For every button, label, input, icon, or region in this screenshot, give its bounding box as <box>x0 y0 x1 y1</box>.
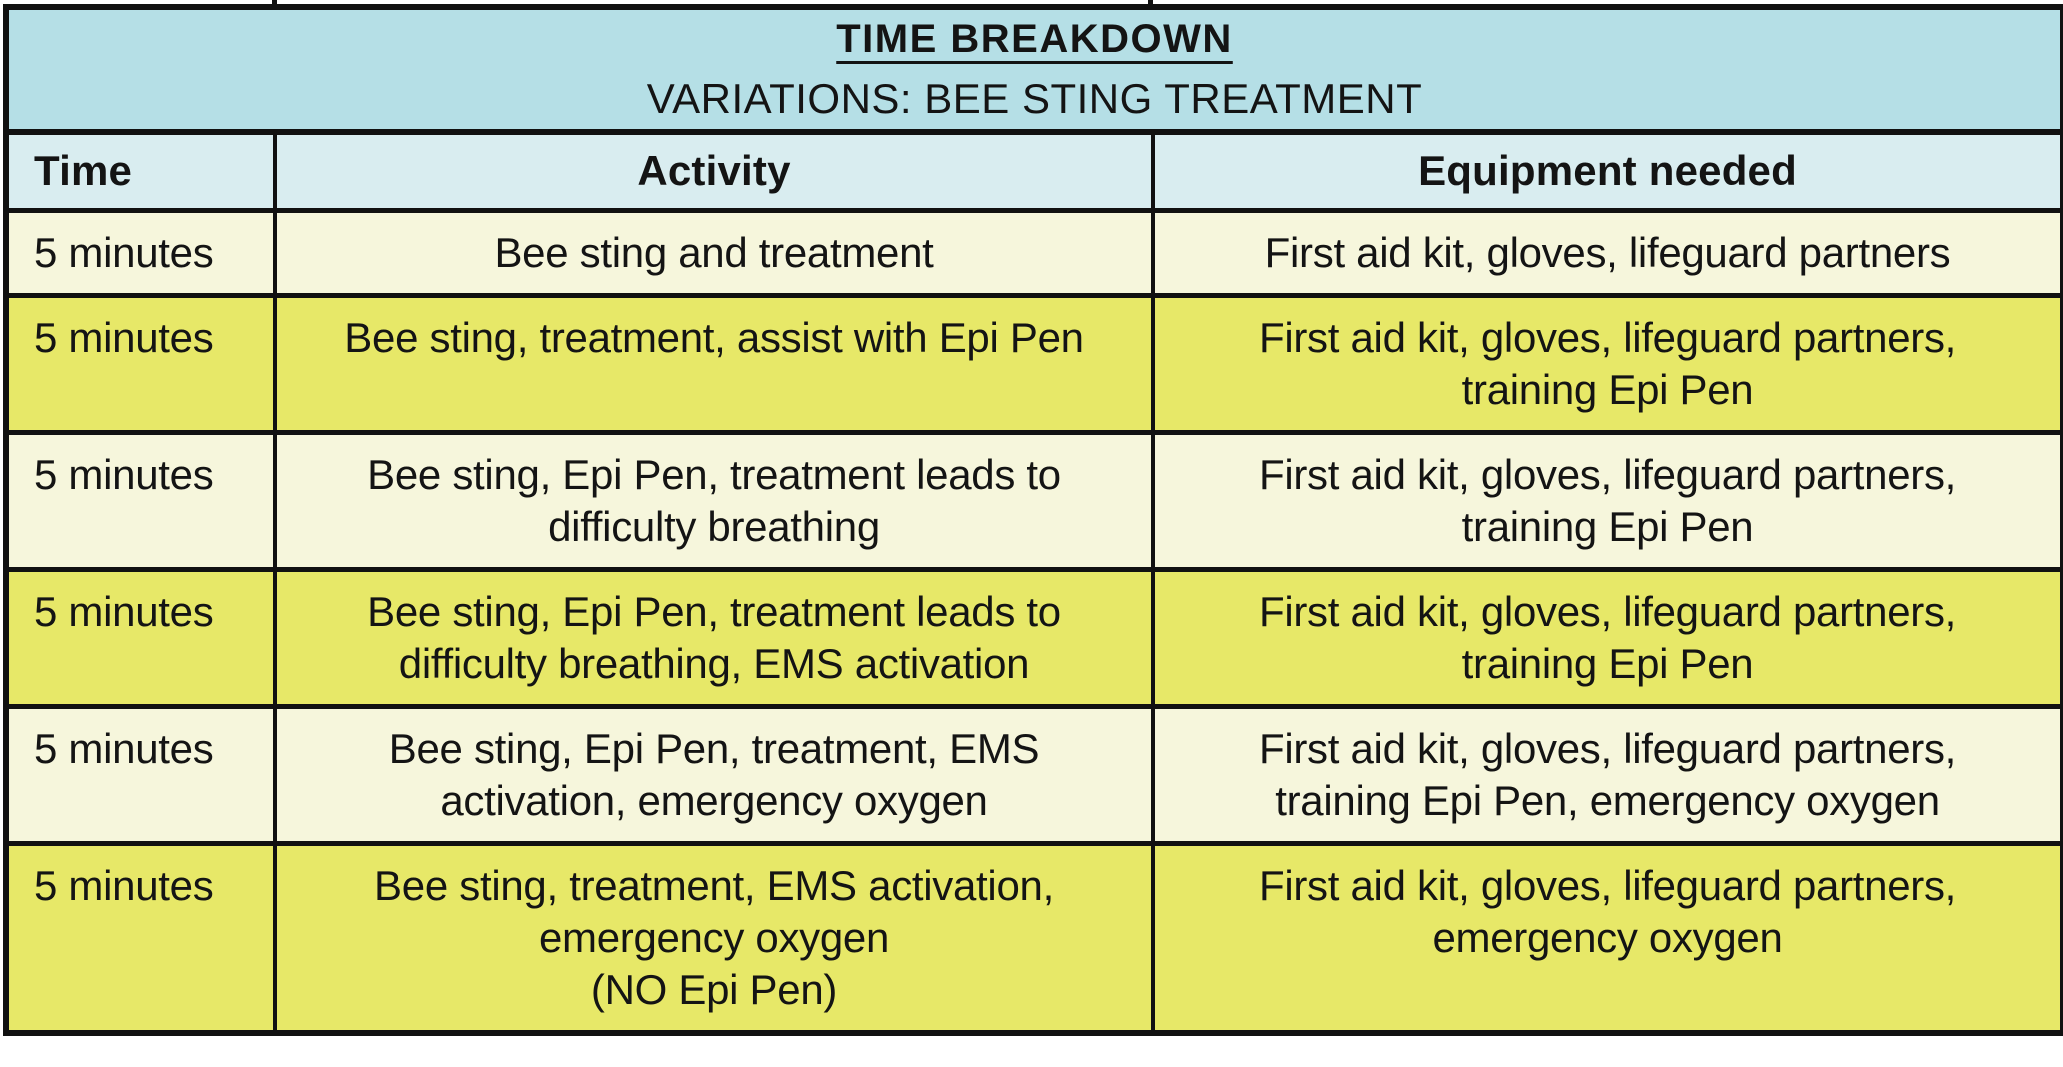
column-header-time: Time <box>4 129 277 213</box>
time-cell: 5 minutes <box>4 207 277 298</box>
equipment-cell: First aid kit, gloves, lifeguard partner… <box>1150 292 2063 435</box>
table-title-cell: TIME BREAKDOWN VARIATIONS: BEE STING TRE… <box>3 4 2063 135</box>
time-cell: 5 minutes <box>4 566 277 709</box>
activity-cell: Bee sting and treatment <box>273 207 1155 298</box>
equipment-cell: First aid kit, gloves, lifeguard partner… <box>1150 703 2063 846</box>
table-row: 5 minutes Bee sting, Epi Pen, treatment … <box>4 429 2063 572</box>
activity-cell: Bee sting, treatment, EMS activation, em… <box>273 840 1155 1035</box>
time-cell: 5 minutes <box>4 840 277 1035</box>
page-title: TIME BREAKDOWN <box>836 17 1233 61</box>
table-title-row: TIME BREAKDOWN VARIATIONS: BEE STING TRE… <box>3 4 2063 135</box>
equipment-cell: First aid kit, gloves, lifeguard partner… <box>1150 207 2063 298</box>
column-header-equipment: Equipment needed <box>1150 129 2063 213</box>
table-row: 5 minutes Bee sting, treatment, EMS acti… <box>4 840 2063 1035</box>
time-cell: 5 minutes <box>4 292 277 435</box>
equipment-cell: First aid kit, gloves, lifeguard partner… <box>1150 840 2063 1035</box>
time-cell: 5 minutes <box>4 703 277 846</box>
table-header-row: Time Activity Equipment needed <box>4 129 2063 213</box>
equipment-cell: First aid kit, gloves, lifeguard partner… <box>1150 566 2063 709</box>
page-subtitle: VARIATIONS: BEE STING TREATMENT <box>646 75 1423 122</box>
activity-cell: Bee sting, Epi Pen, treatment, EMS activ… <box>273 703 1155 846</box>
column-header-activity: Activity <box>273 129 1155 213</box>
equipment-cell: First aid kit, gloves, lifeguard partner… <box>1150 429 2063 572</box>
column-divider-tick <box>1148 0 1153 6</box>
activity-cell: Bee sting, Epi Pen, treatment leads to d… <box>273 566 1155 709</box>
time-cell: 5 minutes <box>4 429 277 572</box>
time-breakdown-table: TIME BREAKDOWN VARIATIONS: BEE STING TRE… <box>3 4 2063 1036</box>
activity-cell: Bee sting, treatment, assist with Epi Pe… <box>273 292 1155 435</box>
column-divider-tick <box>272 0 277 6</box>
activity-cell: Bee sting, Epi Pen, treatment leads to d… <box>273 429 1155 572</box>
table-row: 5 minutes Bee sting, Epi Pen, treatment … <box>4 566 2063 709</box>
table-row: 5 minutes Bee sting, treatment, assist w… <box>4 292 2063 435</box>
table-row: 5 minutes Bee sting and treatment First … <box>4 207 2063 298</box>
table-row: 5 minutes Bee sting, Epi Pen, treatment,… <box>4 703 2063 846</box>
